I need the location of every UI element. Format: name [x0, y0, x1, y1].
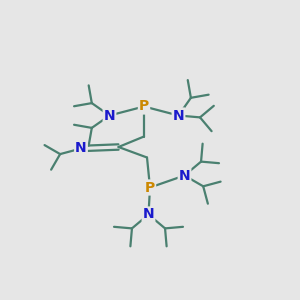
- Text: N: N: [179, 169, 190, 182]
- Text: N: N: [143, 208, 154, 221]
- Text: N: N: [75, 142, 87, 155]
- Text: N: N: [173, 109, 184, 122]
- Text: P: P: [145, 181, 155, 194]
- Text: N: N: [104, 109, 115, 122]
- Text: P: P: [139, 100, 149, 113]
